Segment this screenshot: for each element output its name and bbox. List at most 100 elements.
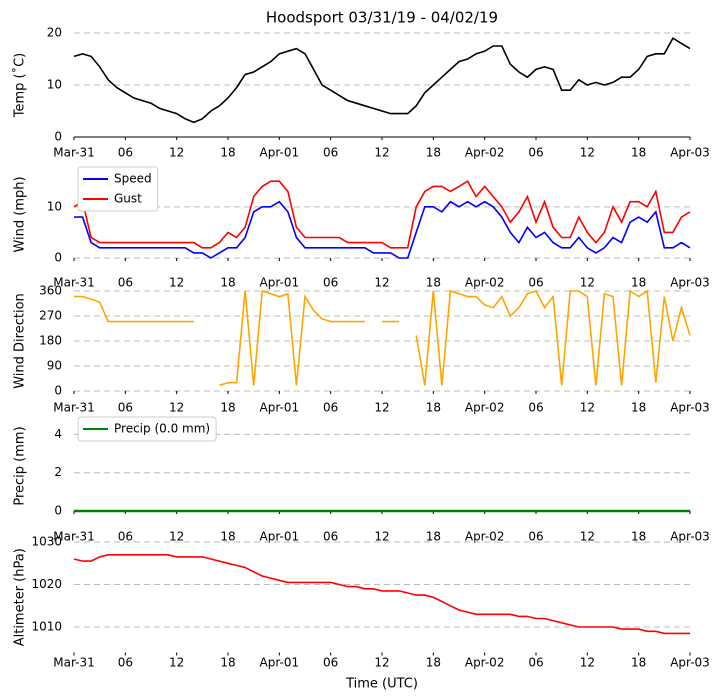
x-tick-label: 06 — [528, 530, 543, 544]
x-tick-label: 12 — [374, 276, 389, 290]
series-line — [73, 554, 690, 635]
x-tick-label: 06 — [118, 656, 133, 670]
y-axis-label: Precip (mm) — [13, 426, 28, 505]
x-tick-label: Mar-31 — [53, 401, 94, 415]
y-tick-label: 1010 — [31, 620, 62, 634]
x-tick-label: 12 — [169, 530, 184, 544]
x-tick-label: Apr-02 — [465, 146, 505, 160]
x-tick-label: 06 — [528, 401, 543, 415]
x-tick-label: 18 — [631, 530, 646, 544]
y-tick-label: 90 — [47, 359, 62, 373]
y-tick-label: 4 — [54, 427, 62, 441]
x-tick-label: 06 — [118, 276, 133, 290]
x-tick-label: 18 — [426, 401, 441, 415]
y-tick-label: 0 — [54, 384, 62, 398]
x-tick-label: Apr-03 — [670, 656, 710, 670]
x-tick-label: Apr-01 — [260, 401, 300, 415]
x-tick-label: 06 — [118, 401, 133, 415]
y-tick-label: 1030 — [31, 535, 62, 549]
y-axis-label: Temp (˚C) — [12, 53, 28, 119]
y-tick-label: 20 — [47, 26, 62, 40]
x-tick-label: Apr-02 — [465, 656, 505, 670]
y-tick-label: 1020 — [31, 577, 62, 591]
y-axis-label: Altimeter (hPa) — [13, 548, 28, 646]
y-tick-label: 2 — [54, 465, 62, 479]
x-tick-label: 06 — [323, 146, 338, 160]
x-tick-label: Apr-03 — [670, 401, 710, 415]
chart-title: Hoodsport 03/31/19 - 04/02/19 — [266, 9, 498, 27]
x-tick-label: Apr-01 — [260, 276, 300, 290]
y-tick-label: 0 — [54, 504, 62, 518]
x-tick-label: Apr-03 — [670, 276, 710, 290]
x-tick-label: 12 — [169, 401, 184, 415]
x-tick-label: 18 — [631, 401, 646, 415]
x-tick-label: 18 — [220, 530, 235, 544]
legend-box — [77, 416, 217, 442]
x-tick-label: 12 — [580, 401, 595, 415]
x-tick-label: 06 — [323, 401, 338, 415]
x-tick-label: 18 — [220, 276, 235, 290]
x-tick-label: 06 — [323, 530, 338, 544]
x-tick-label: Apr-01 — [260, 530, 300, 544]
x-tick-label: Mar-31 — [53, 146, 94, 160]
x-tick-label: 06 — [528, 146, 543, 160]
x-tick-label: Apr-01 — [260, 656, 300, 670]
x-tick-label: Mar-31 — [53, 276, 94, 290]
y-tick-label: 0 — [54, 251, 62, 265]
x-tick-label: 12 — [580, 530, 595, 544]
x-tick-label: 18 — [220, 656, 235, 670]
legend: Precip (0.0 mm) — [77, 416, 217, 442]
x-tick-label: Apr-03 — [670, 530, 710, 544]
x-tick-label: 18 — [426, 276, 441, 290]
x-tick-label: 12 — [169, 656, 184, 670]
x-tick-label: 12 — [580, 146, 595, 160]
series-line — [74, 289, 691, 387]
x-tick-label: 12 — [169, 146, 184, 160]
x-tick-label: 06 — [528, 276, 543, 290]
x-tick-label: Apr-02 — [465, 401, 505, 415]
x-tick-label: Apr-03 — [670, 146, 710, 160]
x-tick-label: 12 — [374, 401, 389, 415]
x-tick-label: 12 — [374, 656, 389, 670]
x-tick-label: 06 — [323, 656, 338, 670]
x-tick-label: 12 — [374, 146, 389, 160]
y-tick-label: 10 — [47, 199, 62, 213]
x-tick-label: 12 — [580, 276, 595, 290]
x-tick-label: 18 — [426, 656, 441, 670]
x-tick-label: 06 — [118, 146, 133, 160]
x-tick-label: 18 — [631, 276, 646, 290]
series-line — [74, 200, 691, 259]
x-tick-label: 18 — [631, 656, 646, 670]
x-tick-label: 12 — [580, 656, 595, 670]
series-line — [73, 180, 691, 249]
y-axis-label: Wind Direction — [13, 293, 28, 389]
x-tick-label: 18 — [220, 146, 235, 160]
x-tick-label: 18 — [220, 401, 235, 415]
legend-label: Precip (0.0 mm) — [114, 422, 210, 436]
x-tick-label: 12 — [169, 276, 184, 290]
x-axis-label: Time (UTC) — [345, 677, 418, 692]
legend-label: Speed — [114, 172, 152, 186]
x-tick-label: Mar-31 — [53, 656, 94, 670]
legend-label: Gust — [114, 192, 142, 206]
x-tick-label: Apr-01 — [260, 146, 300, 160]
x-tick-label: 06 — [528, 656, 543, 670]
y-tick-label: 0 — [54, 130, 62, 144]
x-tick-label: 18 — [426, 146, 441, 160]
y-tick-label: 10 — [47, 78, 62, 92]
x-tick-label: Mar-31 — [53, 530, 94, 544]
x-tick-label: 06 — [118, 530, 133, 544]
x-tick-label: 06 — [323, 276, 338, 290]
x-tick-label: 18 — [426, 530, 441, 544]
y-tick-label: 360 — [39, 284, 62, 298]
x-tick-label: Apr-02 — [465, 530, 505, 544]
y-tick-label: 180 — [39, 334, 62, 348]
legend: Speed Gust — [77, 166, 159, 212]
x-tick-label: Apr-02 — [465, 276, 505, 290]
y-tick-label: 270 — [39, 309, 62, 323]
series-line — [73, 37, 691, 124]
x-tick-label: 12 — [374, 530, 389, 544]
x-tick-label: 18 — [631, 146, 646, 160]
y-axis-label: Wind (mph) — [13, 176, 28, 252]
